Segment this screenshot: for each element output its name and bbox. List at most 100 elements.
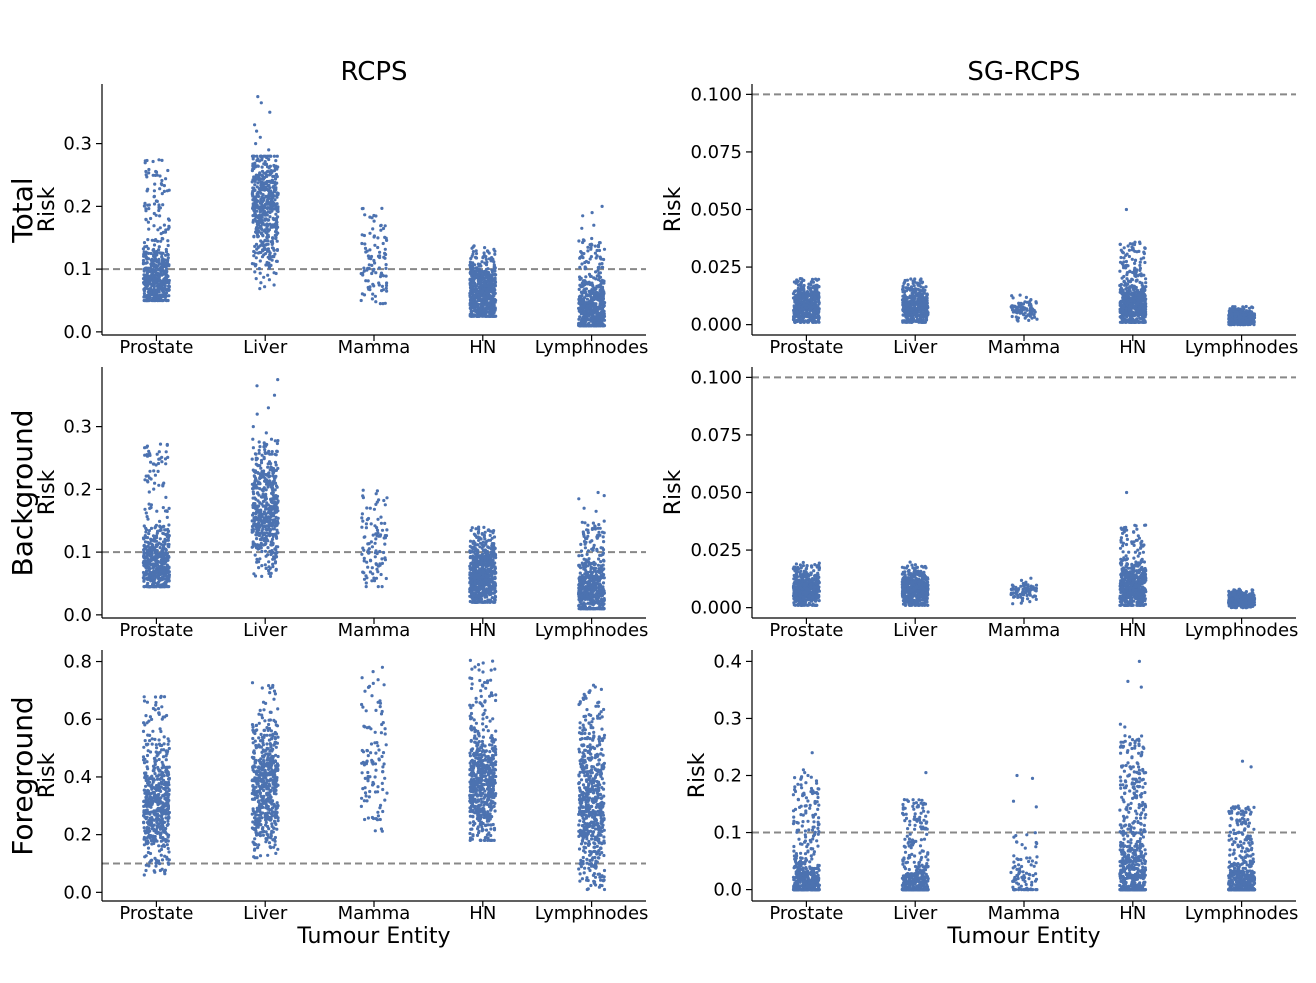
data-point <box>474 308 478 312</box>
data-point <box>578 302 582 306</box>
x-axis-label-sg-rcps: Tumour Entity <box>946 924 1100 949</box>
data-point <box>263 563 267 567</box>
data-point <box>259 239 263 243</box>
data-point <box>580 262 584 266</box>
data-point <box>924 318 929 322</box>
data-point <box>803 306 807 310</box>
data-point <box>142 555 146 559</box>
data-point <box>809 283 813 287</box>
data-point <box>469 310 473 314</box>
data-point <box>1011 310 1016 314</box>
data-point <box>163 298 167 302</box>
data-point <box>153 577 157 581</box>
data-point <box>379 271 384 275</box>
data-point <box>161 540 166 544</box>
data-point <box>368 248 372 252</box>
data-point <box>475 314 479 318</box>
data-point <box>276 165 280 169</box>
data-point <box>384 286 388 290</box>
data-point <box>596 268 600 272</box>
data-point <box>901 284 905 288</box>
y-tick-label: 0.100 <box>690 84 742 105</box>
data-point <box>594 277 598 281</box>
data-point <box>162 577 166 581</box>
data-point <box>165 261 169 265</box>
data-point <box>255 221 260 225</box>
data-point <box>1119 283 1123 287</box>
data-point <box>262 184 266 189</box>
data-point <box>144 207 148 211</box>
data-point <box>585 297 590 301</box>
data-point <box>258 271 262 275</box>
data-point <box>159 559 163 563</box>
data-point <box>587 289 591 293</box>
data-point <box>157 248 161 252</box>
data-point <box>161 257 165 261</box>
data-point <box>274 229 278 234</box>
data-point <box>267 261 271 265</box>
data-point <box>1014 308 1019 312</box>
data-point <box>144 530 148 534</box>
data-point <box>906 283 910 287</box>
data-point <box>1034 300 1038 304</box>
data-point <box>152 250 157 254</box>
data-point <box>256 181 260 185</box>
data-point <box>598 241 602 245</box>
data-point <box>256 176 260 180</box>
data-point <box>811 286 816 290</box>
data-point <box>259 219 263 223</box>
data-point <box>370 263 374 267</box>
data-point <box>158 546 162 550</box>
data-point <box>578 265 582 269</box>
data-point <box>383 224 387 228</box>
data-point <box>147 167 151 172</box>
data-point <box>1132 304 1136 308</box>
data-point <box>794 281 798 285</box>
data-point <box>480 274 484 278</box>
data-point <box>266 194 270 198</box>
data-point <box>256 193 260 197</box>
data-point <box>253 123 257 127</box>
data-point <box>1025 307 1029 311</box>
data-point <box>275 205 279 209</box>
data-point <box>384 252 388 257</box>
data-point <box>275 208 279 212</box>
data-point <box>157 566 161 570</box>
data-point <box>166 168 170 173</box>
data-point <box>809 295 814 299</box>
data-point <box>167 281 171 285</box>
data-point <box>251 164 255 168</box>
data-point <box>167 523 171 527</box>
data-point <box>162 184 166 188</box>
data-point <box>474 269 479 273</box>
data-point <box>151 572 155 576</box>
data-point <box>151 275 155 279</box>
data-point <box>814 297 818 301</box>
data-point <box>473 304 477 308</box>
data-point <box>157 290 161 294</box>
data-point <box>385 281 389 285</box>
data-point <box>1244 304 1248 309</box>
data-point <box>577 287 581 291</box>
data-point <box>802 283 806 288</box>
data-point <box>251 214 255 218</box>
data-point <box>146 220 150 224</box>
data-point <box>260 231 264 235</box>
data-point <box>589 247 593 251</box>
data-point <box>164 450 168 454</box>
data-point <box>474 252 479 256</box>
data-point <box>151 159 155 164</box>
data-point <box>274 186 278 190</box>
data-point <box>152 224 156 228</box>
data-point <box>589 311 593 315</box>
data-point <box>1138 266 1142 270</box>
data-point <box>918 307 922 311</box>
data-point <box>1015 310 1019 315</box>
data-point <box>1124 207 1128 212</box>
data-point <box>143 562 147 567</box>
data-point <box>152 277 156 281</box>
data-point <box>919 298 923 302</box>
data-point <box>1135 312 1139 316</box>
data-point <box>152 211 156 216</box>
data-point <box>274 236 278 241</box>
